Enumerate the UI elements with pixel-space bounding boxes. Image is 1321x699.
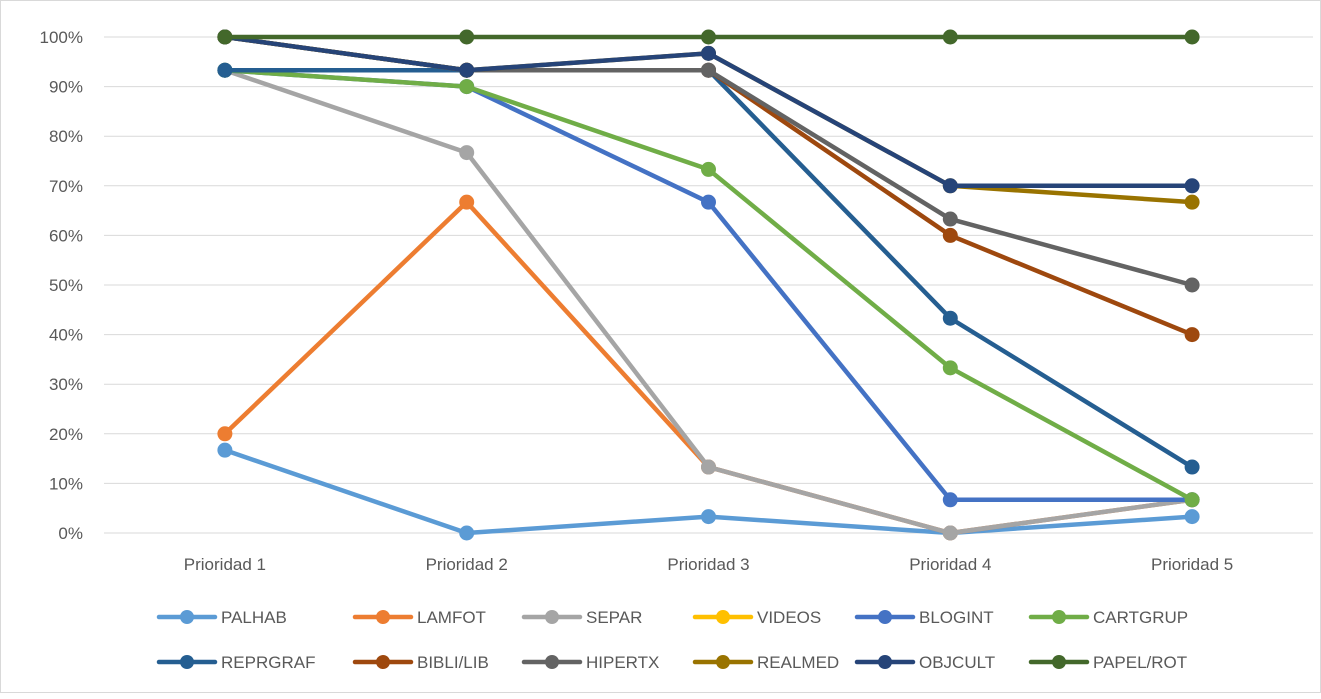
series-reprgraf [217, 62, 1200, 475]
series-palhab [217, 442, 1200, 541]
data-point [1184, 277, 1200, 293]
legend-item: SEPAR [521, 608, 642, 627]
legend-marker [1052, 610, 1066, 624]
data-point [1184, 492, 1200, 508]
legend-marker [180, 655, 194, 669]
legend-item: PAPEL/ROT [1028, 653, 1187, 672]
data-point [942, 310, 958, 326]
legend-marker [376, 610, 390, 624]
legend-marker [878, 610, 892, 624]
data-point [217, 62, 233, 78]
legend-marker [878, 655, 892, 669]
legend-marker [716, 610, 730, 624]
data-point [942, 360, 958, 376]
x-tick-label: Prioridad 4 [909, 555, 991, 574]
legend-item: REPRGRAF [156, 653, 315, 672]
legend-item: VIDEOS [692, 608, 821, 627]
legend-label: VIDEOS [757, 608, 821, 627]
legend-item: LAMFOT [352, 608, 486, 627]
legend-item: OBJCULT [854, 653, 995, 672]
data-point [701, 62, 716, 78]
data-point [459, 79, 475, 95]
data-point [1184, 194, 1200, 210]
legend-item: REALMED [692, 653, 839, 672]
gridlines [104, 36, 1313, 534]
y-tick-label: 50% [49, 276, 83, 295]
data-point [942, 525, 958, 541]
data-point [459, 62, 475, 78]
x-tick-label: Prioridad 3 [667, 555, 749, 574]
data-point [942, 492, 958, 508]
data-point [942, 29, 958, 45]
data-point [459, 525, 475, 541]
legend-label: BLOGINT [919, 608, 994, 627]
data-point [1184, 459, 1200, 475]
y-tick-label: 10% [49, 474, 83, 493]
legend-marker [1052, 655, 1066, 669]
x-tick-label: Prioridad 1 [184, 555, 266, 574]
y-tick-label: 70% [49, 177, 83, 196]
y-tick-label: 40% [49, 326, 83, 345]
data-point [1184, 178, 1200, 194]
legend-label: HIPERTX [586, 653, 659, 672]
legend-item: CARTGRUP [1028, 608, 1188, 627]
series-objcult [217, 29, 1200, 194]
data-point [701, 29, 716, 45]
legend-label: OBJCULT [919, 653, 995, 672]
x-axis-ticks: Prioridad 1 Prioridad 2 Prioridad 3 Priorid… [184, 555, 1233, 574]
data-point [217, 442, 233, 458]
series-line [222, 67, 1195, 470]
legend-label: PAPEL/ROT [1093, 653, 1187, 672]
data-point [217, 426, 233, 442]
y-tick-label: 60% [49, 226, 83, 245]
legend: PALHAB LAMFOT SEPAR VIDEOS BLOGINT CARTGRUP RE… [156, 608, 1188, 672]
y-tick-label: 30% [49, 375, 83, 394]
y-tick-label: 100% [40, 28, 83, 47]
legend-marker [545, 610, 559, 624]
legend-label: BIBLI/LIB [417, 653, 489, 672]
legend-label: SEPAR [586, 608, 642, 627]
series-papel-rot [217, 29, 1200, 45]
data-point [1184, 327, 1200, 343]
y-tick-label: 80% [49, 127, 83, 146]
legend-item: BLOGINT [854, 608, 994, 627]
legend-marker [376, 655, 390, 669]
data-point [459, 29, 475, 45]
y-tick-label: 90% [49, 78, 83, 97]
data-point [942, 178, 958, 194]
legend-label: CARTGRUP [1093, 608, 1188, 627]
y-axis-ticks: 0% 10% 20% 30% 40% 50% 60% 70% 80% 90% 100% [40, 28, 83, 543]
data-point [701, 45, 716, 61]
legend-label: LAMFOT [417, 608, 486, 627]
data-point [459, 145, 475, 161]
data-point [701, 459, 716, 475]
series-lines [217, 29, 1200, 541]
legend-marker [716, 655, 730, 669]
legend-item: HIPERTX [521, 653, 659, 672]
data-point [1184, 509, 1200, 525]
data-point [459, 194, 475, 210]
data-point [942, 211, 958, 227]
legend-marker [180, 610, 194, 624]
legend-label: REALMED [757, 653, 839, 672]
x-tick-label: Prioridad 2 [426, 555, 508, 574]
data-point [701, 194, 716, 210]
data-point [1184, 29, 1200, 45]
legend-item: PALHAB [156, 608, 287, 627]
legend-label: PALHAB [221, 608, 287, 627]
y-tick-label: 0% [58, 524, 83, 543]
legend-label: REPRGRAF [221, 653, 315, 672]
legend-item: BIBLI/LIB [352, 653, 489, 672]
data-point [942, 227, 958, 243]
data-point [701, 509, 716, 525]
data-point [701, 161, 716, 177]
x-tick-label: Prioridad 5 [1151, 555, 1233, 574]
data-point [217, 29, 233, 45]
legend-marker [545, 655, 559, 669]
y-tick-label: 20% [49, 425, 83, 444]
